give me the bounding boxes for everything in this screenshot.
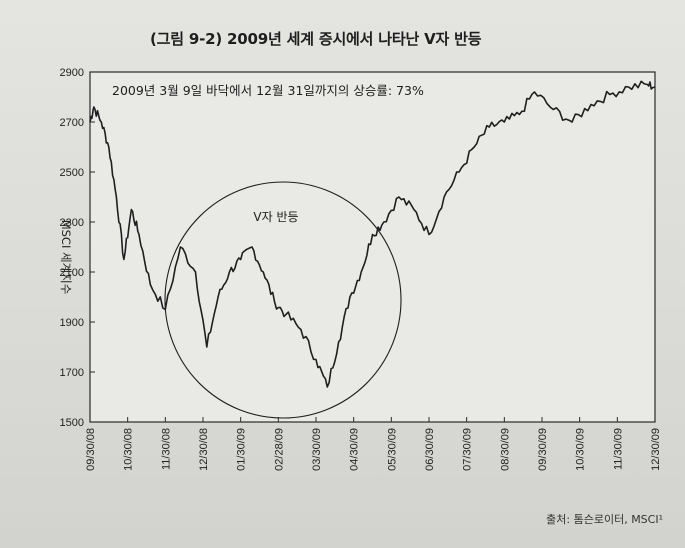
x-tick-label: 05/30/09 xyxy=(386,428,398,471)
y-tick-label: 1500 xyxy=(60,417,84,429)
x-tick-label: 09/30/08 xyxy=(85,428,97,471)
x-tick-label: 03/30/09 xyxy=(311,428,323,471)
x-tick-label: 02/28/09 xyxy=(273,428,285,471)
x-tick-label: 04/30/09 xyxy=(349,428,361,471)
y-tick-label: 2700 xyxy=(60,117,84,129)
plot-frame xyxy=(89,71,656,423)
v-rebound-circle xyxy=(164,181,402,419)
y-tick-label: 2500 xyxy=(60,167,84,179)
chart-title: (그림 9-2) 2009년 세계 증시에서 나타난 V자 반등 xyxy=(150,30,482,48)
source-note: 출처: 톰슨로이터, MSCI¹ xyxy=(546,513,663,526)
x-tick-label: 10/30/09 xyxy=(575,428,587,471)
x-tick-label: 01/30/09 xyxy=(236,428,248,471)
y-tick-label: 2100 xyxy=(60,267,84,279)
y-tick-label: 2300 xyxy=(60,217,84,229)
msci-series-line xyxy=(89,80,656,388)
v-rebound-label: V자 반등 xyxy=(253,210,298,224)
y-axis-label: MSCI 세계지수 xyxy=(59,220,73,295)
y-tick-label: 1700 xyxy=(60,367,84,379)
x-tick-label: 08/30/09 xyxy=(499,428,511,471)
x-tick-label: 11/30/09 xyxy=(612,428,624,470)
x-tick-label: 11/30/08 xyxy=(160,428,172,470)
x-tick-label: 12/30/09 xyxy=(650,428,662,471)
annotation-note: 2009년 3월 9일 바닥에서 12월 31일까지의 상승률: 73% xyxy=(112,83,424,98)
x-tick-label: 09/30/09 xyxy=(537,428,549,471)
y-tick-label: 1900 xyxy=(60,317,84,329)
x-tick-label: 12/30/08 xyxy=(198,428,210,471)
y-tick-label: 2900 xyxy=(60,67,84,79)
x-tick-label: 10/30/08 xyxy=(123,428,135,471)
x-tick-label: 06/30/09 xyxy=(424,428,436,471)
x-tick-label: 07/30/09 xyxy=(462,428,474,471)
